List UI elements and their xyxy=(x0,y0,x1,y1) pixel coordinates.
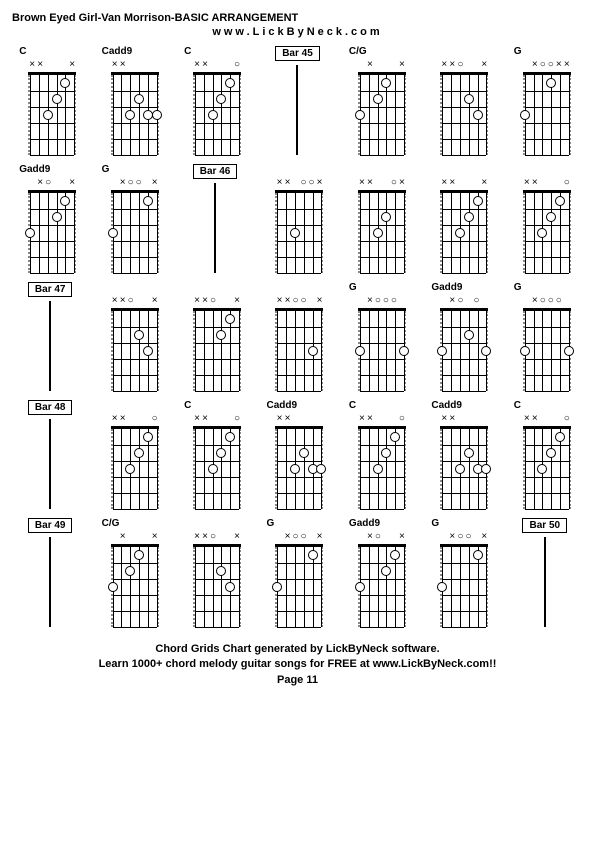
bar-label: Bar 45 xyxy=(275,46,320,61)
chord-diagram: G×○○× xyxy=(261,518,333,632)
bar-marker: Bar 46 xyxy=(179,164,251,278)
chord-label: G xyxy=(504,282,586,296)
chord-label: G xyxy=(339,282,421,296)
chord-diagram: ××○× xyxy=(426,46,498,160)
chord-diagram: ××○ xyxy=(509,164,581,278)
chord-label: G xyxy=(256,518,338,532)
chord-diagram: ××○× xyxy=(179,282,251,396)
bar-label: Bar 46 xyxy=(193,164,238,179)
page-number: Page 11 xyxy=(12,673,583,688)
chord-diagram: G×○○○ xyxy=(344,282,416,396)
bar-marker: Bar 48 xyxy=(14,400,86,514)
chord-diagram: Gadd9×○○ xyxy=(426,282,498,396)
chord-label xyxy=(92,282,174,296)
chord-diagram: ××○× xyxy=(344,164,416,278)
chord-diagram: ××○○× xyxy=(261,164,333,278)
chord-label: Gadd9 xyxy=(421,282,503,296)
chord-diagram: Gadd9×○× xyxy=(14,164,86,278)
chord-diagram: G×○○× xyxy=(426,518,498,632)
chord-label: C xyxy=(9,46,91,60)
chord-label xyxy=(504,164,586,178)
chord-diagram: C××○ xyxy=(179,46,251,160)
chord-label xyxy=(421,164,503,178)
chord-label: G xyxy=(504,46,586,60)
chord-label xyxy=(174,282,256,296)
page-title: Brown Eyed Girl-Van Morrison-BASIC ARRAN… xyxy=(12,12,583,24)
footer-line-2: Learn 1000+ chord melody guitar songs fo… xyxy=(12,657,583,672)
bar-marker: Bar 45 xyxy=(261,46,333,160)
chord-label: C xyxy=(339,400,421,414)
chord-label xyxy=(421,46,503,60)
chord-diagram: Cadd9×× xyxy=(426,400,498,514)
chord-diagram: ××○× xyxy=(179,518,251,632)
chord-diagram: ××○× xyxy=(97,282,169,396)
chord-label xyxy=(174,518,256,532)
chord-diagram: G×○○○ xyxy=(509,282,581,396)
footer-line-1: Chord Grids Chart generated by LickByNec… xyxy=(12,642,583,657)
website-header: www.LickByNeck.com xyxy=(12,26,583,38)
bar-label: Bar 47 xyxy=(28,282,73,297)
chord-label: Gadd9 xyxy=(339,518,421,532)
bar-marker: Bar 50 xyxy=(509,518,581,632)
chord-diagram: C××× xyxy=(14,46,86,160)
chord-diagram: ××○○× xyxy=(261,282,333,396)
chord-label: Cadd9 xyxy=(421,400,503,414)
chord-label: C xyxy=(174,46,256,60)
chord-diagram: Cadd9×× xyxy=(261,400,333,514)
chord-label: C/G xyxy=(339,46,421,60)
chord-diagram: ××× xyxy=(426,164,498,278)
chord-label: Cadd9 xyxy=(256,400,338,414)
chord-grid: C×××Cadd9××C××○Bar 45C/G××××○×G×○○××Gadd… xyxy=(12,46,583,632)
chord-label: Cadd9 xyxy=(92,46,174,60)
chord-label: C/G xyxy=(92,518,174,532)
bar-marker: Bar 47 xyxy=(14,282,86,396)
chord-label: G xyxy=(421,518,503,532)
chord-diagram: Gadd9×○× xyxy=(344,518,416,632)
chord-label: C xyxy=(504,400,586,414)
chord-diagram: G×○○×× xyxy=(509,46,581,160)
chord-label xyxy=(256,164,338,178)
chord-diagram: G×○○× xyxy=(97,164,169,278)
chord-diagram: Cadd9×× xyxy=(97,46,169,160)
chord-diagram: C/G×× xyxy=(97,518,169,632)
chord-label: Gadd9 xyxy=(9,164,91,178)
chord-label: C xyxy=(174,400,256,414)
chord-label xyxy=(92,400,174,414)
chord-label xyxy=(339,164,421,178)
bar-label: Bar 50 xyxy=(522,518,567,533)
bar-label: Bar 48 xyxy=(28,400,73,415)
chord-diagram: C××○ xyxy=(509,400,581,514)
chord-diagram: C/G×× xyxy=(344,46,416,160)
page-footer: Chord Grids Chart generated by LickByNec… xyxy=(12,642,583,688)
chord-diagram: C××○ xyxy=(179,400,251,514)
chord-label xyxy=(256,282,338,296)
chord-diagram: C××○ xyxy=(344,400,416,514)
chord-label: G xyxy=(92,164,174,178)
bar-label: Bar 49 xyxy=(28,518,73,533)
bar-marker: Bar 49 xyxy=(14,518,86,632)
chord-diagram: ××○ xyxy=(97,400,169,514)
